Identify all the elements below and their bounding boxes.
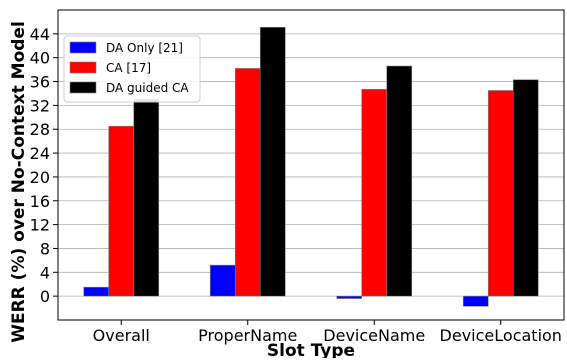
legend-label: DA guided CA (106, 81, 189, 95)
y-tick-label: 40 (30, 49, 50, 68)
y-tick-label: 20 (30, 168, 50, 187)
bar (234, 68, 261, 297)
bar (361, 88, 388, 297)
y-tick-label: 28 (30, 120, 50, 139)
legend: DA Only [21] CA [17] DA guided CA (63, 35, 201, 103)
legend-label: CA [17] (106, 61, 151, 75)
y-tick-label: 4 (40, 263, 50, 282)
bar (512, 79, 539, 297)
x-tick-layer: Overall ProperName DeviceName DeviceLocatio… (93, 320, 562, 345)
legend-swatch (69, 81, 97, 94)
x-tick-label: DeviceLocation (440, 326, 562, 345)
y-tick-label: 8 (40, 239, 50, 258)
legend-swatch (69, 61, 97, 74)
bar (209, 264, 236, 297)
y-tick-layer: 0 4 8 12 16 20 24 28 32 36 40 44 (30, 25, 58, 306)
y-tick-label: 0 (40, 287, 50, 306)
bar (108, 125, 135, 297)
y-tick-label: 44 (30, 25, 50, 44)
bar (259, 26, 286, 297)
y-tick-label: 32 (30, 96, 50, 115)
bar (336, 295, 363, 299)
legend-label: DA Only [21] (106, 41, 183, 55)
x-axis-label: Slot Type (267, 341, 355, 358)
legend-box (63, 35, 201, 103)
plot-frame (57, 9, 565, 321)
x-tick-label: ProperName (198, 326, 297, 345)
bar (487, 90, 514, 297)
bar-layer (83, 26, 539, 307)
bar (386, 65, 413, 297)
legend-items: DA Only [21] CA [17] DA guided CA (69, 41, 189, 95)
y-tick-label: 12 (30, 216, 50, 235)
x-tick-label: DeviceName (323, 326, 425, 345)
y-tick-label: 24 (30, 144, 50, 163)
x-tick-label: Overall (93, 326, 150, 345)
y-tick-label: 16 (30, 192, 50, 211)
bar (133, 98, 160, 297)
bar (462, 295, 489, 307)
y-axis-label: WERR (%) over No-Context Model (9, 21, 29, 343)
bar (83, 286, 110, 297)
y-tick-label: 36 (30, 73, 50, 92)
legend-swatch (69, 41, 97, 54)
